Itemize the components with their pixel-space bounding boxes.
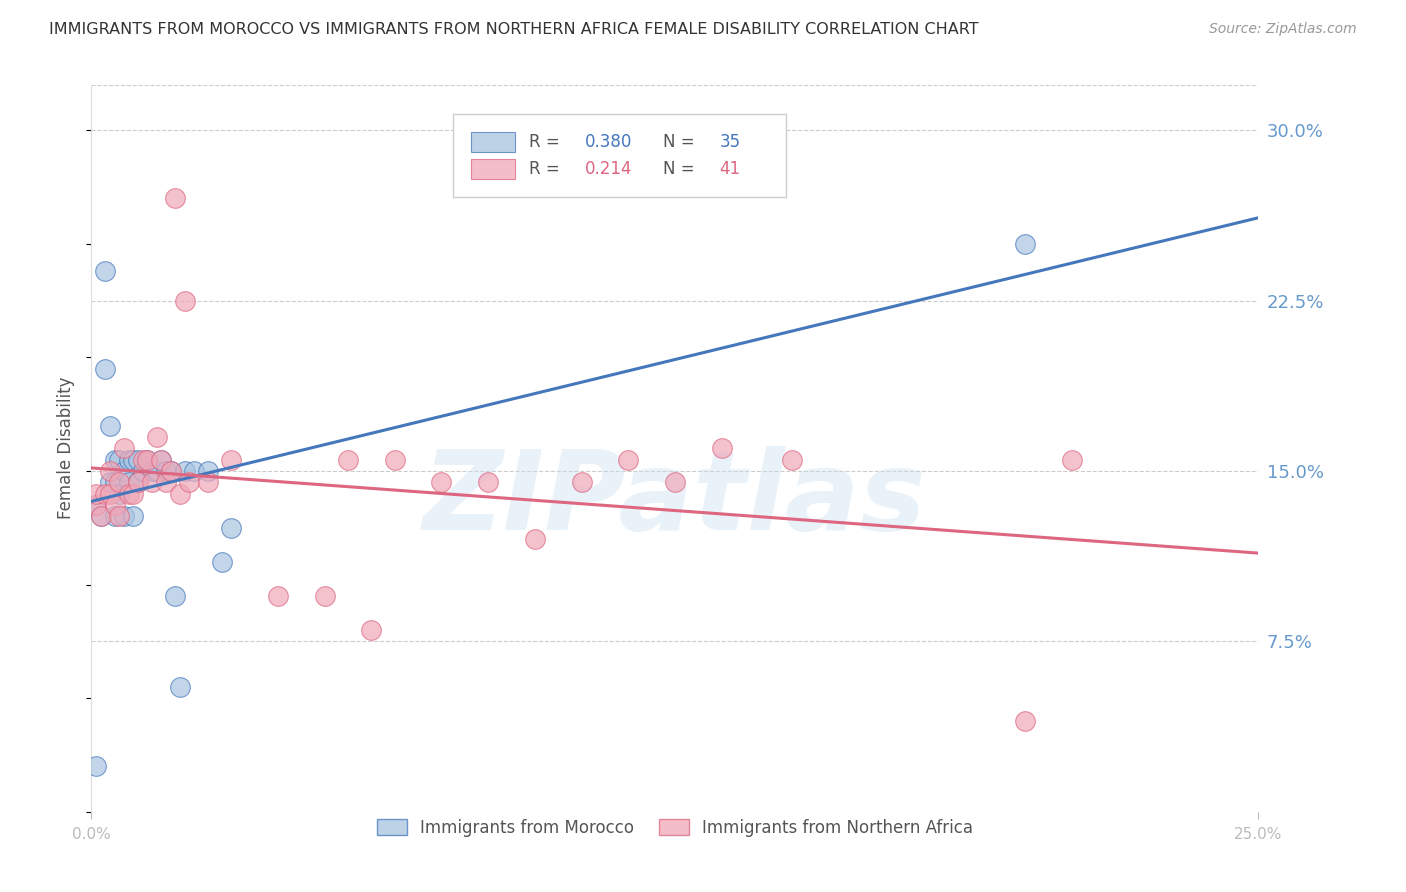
Point — [98, 418, 121, 433]
Point — [118, 452, 141, 467]
Text: 35: 35 — [720, 133, 741, 151]
Point — [108, 509, 131, 524]
Point — [98, 464, 121, 478]
Point — [314, 589, 336, 603]
Point — [337, 452, 360, 467]
Point — [165, 191, 187, 205]
Point — [98, 486, 121, 500]
Point — [710, 442, 733, 455]
Text: IMMIGRANTS FROM MOROCCO VS IMMIGRANTS FROM NORTHERN AFRICA FEMALE DISABILITY COR: IMMIGRANTS FROM MOROCCO VS IMMIGRANTS FR… — [49, 22, 979, 37]
Text: R =: R = — [529, 161, 565, 178]
Point — [127, 475, 149, 490]
Point — [477, 475, 499, 490]
Point — [136, 452, 159, 467]
Point — [430, 475, 453, 490]
Point — [155, 475, 177, 490]
FancyBboxPatch shape — [453, 114, 786, 197]
Point — [118, 486, 141, 500]
Point — [127, 475, 149, 490]
Text: Source: ZipAtlas.com: Source: ZipAtlas.com — [1209, 22, 1357, 37]
Y-axis label: Female Disability: Female Disability — [58, 377, 76, 519]
Point — [108, 452, 131, 467]
Point — [183, 464, 205, 478]
Point — [104, 452, 127, 467]
Point — [127, 452, 149, 467]
Point — [159, 464, 181, 478]
Point — [173, 293, 195, 308]
Point — [173, 464, 195, 478]
Point — [571, 475, 593, 490]
Point — [104, 475, 127, 490]
Point — [118, 475, 141, 490]
Point — [98, 475, 121, 490]
Point — [221, 452, 243, 467]
Point — [211, 555, 233, 569]
Point — [132, 452, 155, 467]
Text: N =: N = — [664, 161, 700, 178]
Point — [84, 498, 107, 512]
Point — [384, 452, 406, 467]
Point — [664, 475, 686, 490]
Point — [94, 486, 117, 500]
Point — [617, 452, 640, 467]
Point — [90, 509, 112, 524]
Point — [360, 623, 382, 637]
Point — [150, 452, 173, 467]
FancyBboxPatch shape — [471, 132, 515, 152]
Text: R =: R = — [529, 133, 565, 151]
Point — [141, 464, 163, 478]
Point — [84, 486, 107, 500]
Point — [94, 361, 117, 376]
Point — [267, 589, 290, 603]
Point — [104, 509, 127, 524]
Point — [122, 452, 145, 467]
Point — [104, 498, 127, 512]
Point — [122, 509, 145, 524]
Point — [94, 264, 117, 278]
Point — [84, 498, 107, 512]
Point — [150, 452, 173, 467]
Text: 0.214: 0.214 — [585, 161, 633, 178]
Point — [90, 509, 112, 524]
Point — [1060, 452, 1083, 467]
Point — [132, 464, 155, 478]
Point — [145, 464, 167, 478]
Point — [122, 486, 145, 500]
Point — [221, 521, 243, 535]
Point — [108, 475, 131, 490]
Point — [141, 475, 163, 490]
Point — [1014, 236, 1036, 251]
Point — [523, 532, 546, 546]
Point — [159, 464, 181, 478]
Point — [169, 486, 191, 500]
Point — [197, 475, 219, 490]
Legend: Immigrants from Morocco, Immigrants from Northern Africa: Immigrants from Morocco, Immigrants from… — [370, 812, 980, 843]
Point — [112, 442, 135, 455]
Point — [780, 452, 803, 467]
Point — [84, 759, 107, 773]
Text: ZIPatlas: ZIPatlas — [423, 446, 927, 553]
Point — [108, 486, 131, 500]
Point — [165, 589, 187, 603]
Point — [169, 680, 191, 694]
Point — [136, 452, 159, 467]
Point — [112, 464, 135, 478]
Point — [1014, 714, 1036, 728]
Text: 41: 41 — [720, 161, 741, 178]
Point — [155, 464, 177, 478]
Text: 0.380: 0.380 — [585, 133, 633, 151]
FancyBboxPatch shape — [471, 160, 515, 179]
Point — [179, 475, 201, 490]
Point — [112, 509, 135, 524]
Text: N =: N = — [664, 133, 700, 151]
Point — [145, 430, 167, 444]
Point — [197, 464, 219, 478]
